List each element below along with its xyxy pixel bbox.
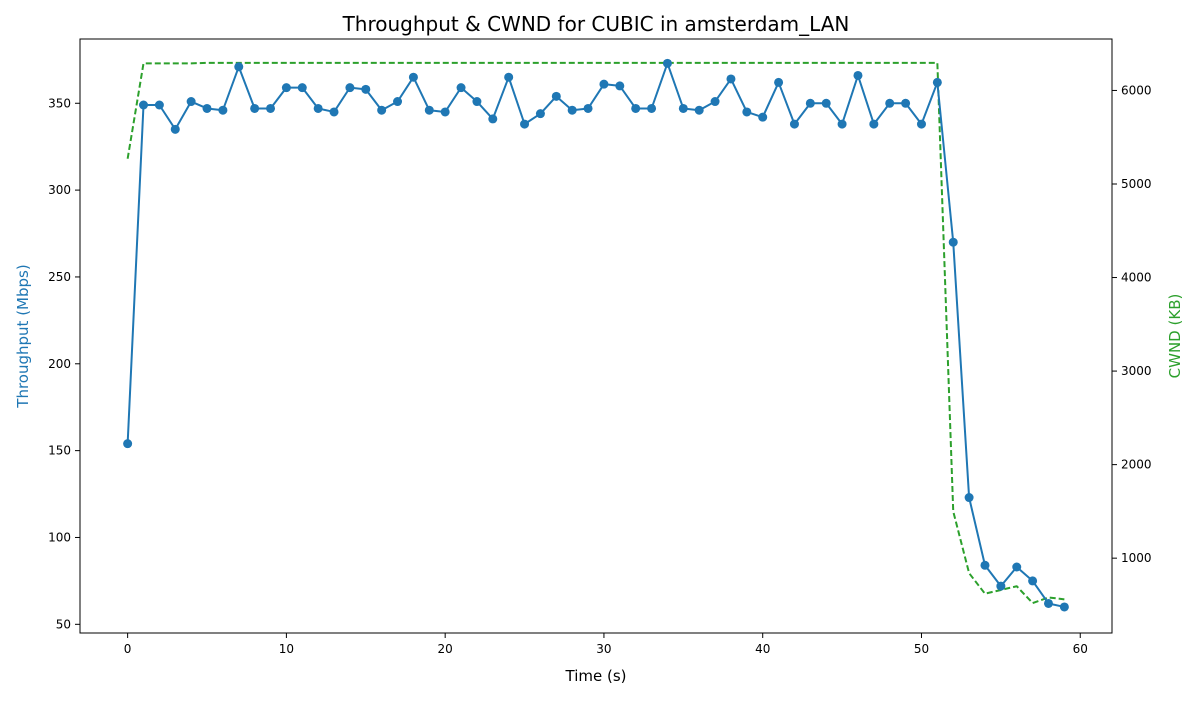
throughput-point (504, 72, 514, 82)
throughput-point (710, 97, 720, 107)
throughput-point (281, 83, 291, 93)
throughput-point (662, 58, 672, 68)
throughput-point (520, 119, 530, 129)
throughput-point (297, 83, 307, 93)
throughput-point (758, 112, 768, 122)
throughput-point (440, 107, 450, 117)
y-left-tick-label: 50 (56, 617, 71, 631)
throughput-point (916, 119, 926, 129)
throughput-point (377, 105, 387, 115)
throughput-point (186, 97, 196, 107)
throughput-point (1059, 602, 1069, 612)
throughput-point (774, 77, 784, 87)
throughput-point (631, 103, 641, 113)
throughput-point (869, 119, 879, 129)
y-axis-left: 50 100 150 200 250 300 350 (48, 96, 80, 631)
y-left-tick-label: 100 (48, 530, 71, 544)
throughput-point (234, 62, 244, 72)
x-tick-label: 60 (1073, 642, 1088, 656)
cwnd-line (126, 61, 1065, 605)
throughput-point (154, 100, 164, 110)
throughput-point (583, 103, 593, 113)
throughput-point (996, 581, 1006, 591)
y-right-tick-label: 5000 (1121, 177, 1152, 191)
throughput-point (853, 70, 863, 80)
throughput-point (202, 103, 212, 113)
throughput-point (567, 105, 577, 115)
throughput-point (456, 83, 466, 93)
throughput-point (408, 72, 418, 82)
throughput-point (885, 98, 895, 108)
y-right-tick-label: 3000 (1121, 364, 1152, 378)
throughput-point (266, 103, 276, 113)
x-tick-label: 50 (914, 642, 929, 656)
x-tick-label: 0 (124, 642, 132, 656)
y-axis-right: 1000 2000 3000 4000 5000 6000 (1112, 83, 1152, 565)
throughput-point (361, 84, 371, 94)
x-tick-label: 40 (755, 642, 770, 656)
throughput-point (472, 97, 482, 107)
y-right-tick-label: 4000 (1121, 271, 1152, 285)
throughput-point (805, 98, 815, 108)
throughput-point (250, 103, 260, 113)
throughput-point (313, 103, 323, 113)
x-tick-label: 10 (279, 642, 294, 656)
throughput-point (123, 439, 133, 449)
throughput-point (393, 97, 403, 107)
throughput-point (139, 100, 149, 110)
throughput-point (932, 77, 942, 87)
throughput-point (345, 83, 355, 93)
throughput-point (599, 79, 609, 89)
y-right-tick-label: 2000 (1121, 458, 1152, 472)
throughput-point (615, 81, 625, 91)
plot-border (79, 38, 1113, 634)
cwnd-series (126, 61, 1065, 605)
throughput-point (964, 493, 974, 503)
throughput-point (1012, 562, 1022, 572)
y-left-tick-label: 200 (48, 357, 71, 371)
throughput-point (948, 237, 958, 247)
throughput-point (218, 105, 228, 115)
throughput-series (123, 58, 1069, 612)
x-tick-label: 30 (596, 642, 611, 656)
x-axis: 0 10 20 30 40 50 60 (124, 633, 1088, 656)
y-axis-left-title: Throughput (Mbps) (14, 264, 32, 408)
throughput-point (1028, 576, 1038, 586)
throughput-point (789, 119, 799, 129)
throughput-point (170, 124, 180, 134)
throughput-point (647, 103, 657, 113)
throughput-point (726, 74, 736, 84)
y-right-tick-label: 1000 (1121, 551, 1152, 565)
y-left-tick-label: 300 (48, 183, 71, 197)
throughput-point (742, 107, 752, 117)
throughput-point (821, 98, 831, 108)
plot-frame (79, 38, 1113, 634)
throughput-point (980, 560, 990, 570)
throughput-point (488, 114, 498, 124)
throughput-line (126, 62, 1065, 608)
throughput-point (424, 105, 434, 115)
y-axis-right-title: CWND (KB) (1166, 294, 1184, 379)
throughput-point (535, 109, 545, 119)
x-tick-label: 20 (438, 642, 453, 656)
y-left-tick-label: 350 (48, 96, 71, 110)
x-axis-title: Time (s) (565, 667, 627, 685)
throughput-point (329, 107, 339, 117)
throughput-point (551, 91, 561, 101)
throughput-point (678, 103, 688, 113)
throughput-point (901, 98, 911, 108)
throughput-point (837, 119, 847, 129)
y-right-tick-label: 6000 (1121, 83, 1152, 97)
y-left-tick-label: 250 (48, 270, 71, 284)
chart-title: Throughput & CWND for CUBIC in amsterdam… (342, 12, 850, 36)
throughput-point (694, 105, 704, 115)
throughput-point (1043, 598, 1053, 608)
y-left-tick-label: 150 (48, 444, 71, 458)
